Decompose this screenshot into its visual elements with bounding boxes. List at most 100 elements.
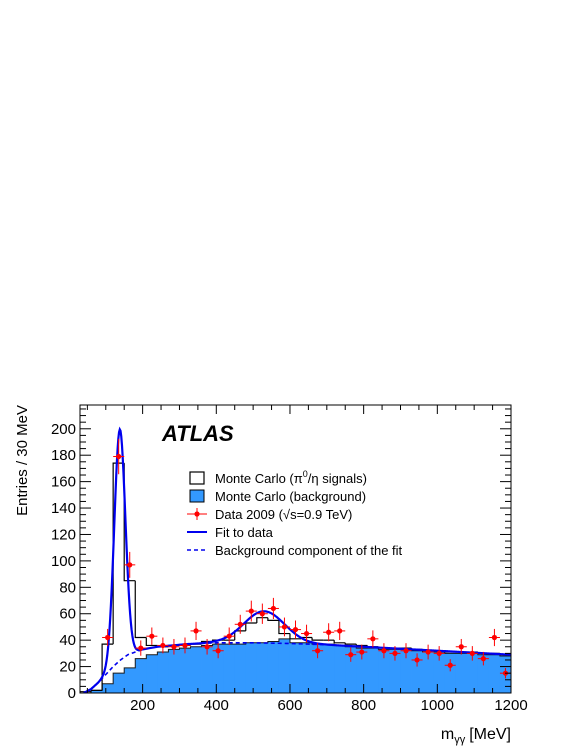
- legend-swatch-mc-signal: [189, 471, 205, 485]
- y-tick-label: 0: [68, 685, 76, 702]
- x-tick-label: 600: [277, 697, 302, 714]
- data-point-group: [289, 620, 302, 639]
- x-axis-label-sub: γγ: [454, 734, 466, 746]
- data-point-group: [201, 638, 213, 655]
- data-point-group: [234, 614, 246, 634]
- bar-mc-signal: [344, 642, 357, 645]
- data-point: [160, 642, 166, 649]
- data-point: [447, 662, 453, 668]
- bar-mc-background: [223, 644, 236, 693]
- legend-swatch-data-point: [194, 511, 200, 517]
- data-point: [403, 648, 409, 654]
- data-point-group: [301, 624, 313, 643]
- legend-label-fit: Fit to data: [215, 525, 274, 540]
- bar-mc-background: [146, 654, 158, 693]
- bar-mc-background: [455, 653, 468, 693]
- y-tick-label: 80: [59, 579, 76, 596]
- x-tick-label: 1000: [421, 697, 454, 714]
- experiment-label: ATLAS: [161, 421, 234, 446]
- bar-mc-background: [444, 653, 457, 693]
- x-axis-label-unit: [MeV]: [469, 726, 511, 743]
- bar-mc-signal: [112, 462, 125, 645]
- y-tick-label: 100: [51, 553, 76, 570]
- bar-mc-background: [422, 652, 435, 693]
- x-axis-label: mγγ [MeV]: [441, 726, 511, 746]
- data-point-group: [102, 628, 114, 647]
- bar-mc-background: [345, 646, 357, 693]
- data-point-group: [433, 646, 445, 661]
- bar-mc-background: [488, 654, 501, 693]
- data-point-group: [146, 627, 158, 645]
- bar-mc-background: [378, 649, 390, 693]
- axes: 200 400 600 800 1000 1200 0 20 40 60 80 100 120 140 16…: [51, 404, 528, 714]
- data-point: [326, 629, 332, 635]
- data-point-group: [278, 617, 290, 637]
- y-tick-label: 20: [59, 659, 76, 676]
- data-point: [116, 453, 122, 460]
- data-point: [149, 633, 155, 639]
- bar-mc-background: [212, 644, 225, 693]
- data-point-group: [378, 643, 390, 659]
- legend-swatch-mc-background: [189, 489, 205, 503]
- bar-mc-signal: [333, 640, 346, 644]
- bar-mc-background: [389, 649, 401, 693]
- bar-mc-background: [102, 683, 114, 693]
- data-point: [105, 634, 111, 641]
- data-point-group: [256, 603, 268, 624]
- data-point: [193, 628, 199, 634]
- data-point-group: [190, 621, 202, 641]
- bar-mc-background: [278, 638, 291, 693]
- data-point-group: [345, 647, 357, 662]
- data-point-group: [267, 597, 279, 620]
- legend-label-mc-background: Monte Carlo (background): [215, 489, 366, 504]
- data-point-group: [179, 637, 191, 654]
- data-point-group: [135, 640, 147, 656]
- bar-mc-background: [301, 642, 313, 693]
- y-tick-label: 40: [59, 632, 76, 649]
- data-point: [337, 628, 343, 634]
- bar-mc-background: [289, 642, 302, 693]
- bar-mc-background: [234, 644, 247, 693]
- data-point: [226, 633, 232, 639]
- bar-mc-signal: [134, 580, 147, 639]
- data-point: [469, 650, 475, 656]
- bar-mc-background: [433, 652, 446, 693]
- data-point: [381, 648, 387, 654]
- data-point-group: [245, 600, 257, 622]
- bar-mc-signal: [311, 637, 324, 641]
- data-point: [292, 626, 299, 633]
- legend-label-mc-signal: Monte Carlo (π0/η signals): [215, 469, 367, 486]
- bar-mc-signal: [90, 689, 103, 692]
- plot-content: [80, 426, 511, 693]
- bar-mc-signal: [256, 617, 268, 623]
- bar-mc-background: [334, 645, 346, 693]
- data-point-group: [411, 653, 423, 667]
- y-tick-label: 120: [51, 526, 76, 543]
- y-tick-label: 60: [59, 606, 76, 623]
- data-point-group: [444, 659, 456, 672]
- bar-mc-signal: [245, 622, 257, 631]
- plot-frame: [79, 404, 512, 694]
- data-point: [414, 657, 420, 663]
- plot-area: [80, 426, 511, 693]
- data-point: [370, 636, 376, 642]
- data-point: [182, 642, 188, 649]
- bar-mc-background: [411, 650, 423, 693]
- data-point-group: [400, 643, 412, 659]
- bar-mc-background: [267, 641, 280, 693]
- data-point: [138, 645, 144, 651]
- data-point: [215, 648, 221, 654]
- data-point: [392, 650, 398, 656]
- data-point: [270, 605, 276, 612]
- data-point: [480, 656, 486, 662]
- x-tick-label: 1200: [494, 697, 527, 714]
- bar-mc-background: [367, 648, 379, 693]
- bar-mc-background: [466, 653, 479, 693]
- data-point-group: [477, 651, 489, 666]
- data-point: [315, 648, 321, 654]
- legend-label-data: Data 2009 (√s=0.9 TeV): [215, 507, 352, 522]
- y-tick-label: 180: [51, 447, 76, 464]
- bar-mc-background: [356, 648, 368, 693]
- data-point-group: [422, 644, 434, 660]
